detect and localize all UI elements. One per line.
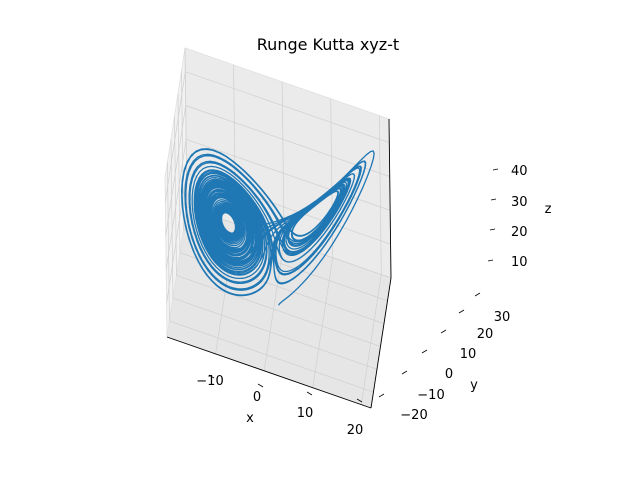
z-tick-mark [487, 259, 494, 262]
chart-title: Runge Kutta xyz-t [257, 35, 399, 54]
x-tick-mark [257, 383, 264, 388]
x-tick-label: 10 [297, 406, 314, 421]
y-tick-label: 0 [445, 367, 453, 382]
y-tick-mark [378, 393, 385, 398]
y-tick-label: 10 [460, 347, 477, 362]
lorenz-trajectory-line [180, 148, 375, 306]
x-axis-ticks: −10 0 10 20 [196, 374, 363, 438]
y-tick-mark [421, 349, 428, 354]
x-axis-line [166, 336, 372, 409]
gridline [165, 105, 187, 236]
gridline [185, 71, 390, 144]
z-tick-label: 10 [511, 255, 528, 270]
x-tick-mark [356, 398, 363, 403]
gridline [164, 71, 186, 202]
y-tick-label: 20 [477, 327, 494, 342]
gridline [263, 240, 285, 371]
gridline [177, 93, 181, 253]
z-tick-label: 40 [511, 164, 528, 179]
gridline [172, 297, 378, 370]
gridline [176, 275, 381, 347]
z-axis-line [388, 118, 392, 279]
z-tick-mark [490, 198, 497, 201]
y-tick-mark [401, 370, 408, 375]
z-axis-label: z [545, 202, 552, 217]
gridline [330, 98, 334, 258]
z-axis-ticks: 10 20 30 40 [487, 164, 528, 270]
z-tick-label: 20 [511, 225, 528, 240]
x-tick-label: 0 [253, 390, 261, 405]
gridline [169, 320, 374, 393]
x-axis-label: x [246, 411, 254, 426]
gridline [378, 115, 382, 275]
gridline [165, 139, 187, 270]
z-tick-label: 30 [511, 195, 528, 210]
y-tick-mark [458, 309, 465, 314]
gridline [186, 139, 391, 211]
gridline [167, 162, 170, 322]
x-tick-mark [208, 374, 215, 379]
gridline [181, 70, 184, 230]
gridline [360, 274, 382, 405]
gridline [174, 116, 177, 276]
x-tick-label: −10 [196, 374, 223, 389]
y-tick-label: −10 [417, 388, 444, 403]
y-tick-mark [474, 292, 481, 297]
gridline [281, 81, 285, 241]
z-tick-mark [489, 228, 496, 231]
gridline [166, 173, 187, 304]
x-tick-label: 20 [347, 423, 364, 438]
y-tick-mark [440, 329, 447, 334]
y-axis-label: y [470, 378, 478, 393]
z-tick-mark [492, 168, 499, 171]
gridline [312, 257, 334, 388]
y-axis-ticks: −20 −10 0 10 20 30 [378, 292, 511, 423]
y-tick-label: −20 [400, 408, 427, 423]
y-tick-label: 30 [494, 310, 511, 325]
x-tick-mark [306, 391, 313, 396]
y-axis-line [370, 277, 392, 409]
gridline [170, 139, 174, 299]
